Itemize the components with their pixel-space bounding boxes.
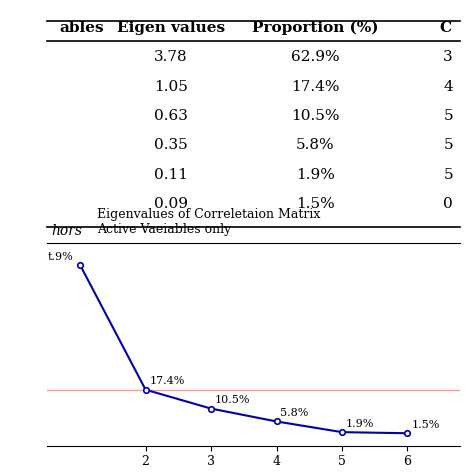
Text: 4: 4	[443, 80, 453, 93]
Text: 17.4%: 17.4%	[149, 376, 185, 386]
Text: 1.05: 1.05	[154, 80, 188, 93]
Text: 10.5%: 10.5%	[291, 109, 340, 123]
Text: 1.5%: 1.5%	[411, 420, 440, 430]
Text: ables: ables	[60, 21, 104, 35]
Text: 5: 5	[443, 168, 453, 182]
Text: 5: 5	[443, 138, 453, 152]
Text: 10.5%: 10.5%	[215, 395, 250, 405]
Text: 5: 5	[443, 109, 453, 123]
Text: Eigen values: Eigen values	[117, 21, 225, 35]
Text: 0.63: 0.63	[154, 109, 188, 123]
Text: 0.09: 0.09	[154, 197, 188, 211]
Text: 3.78: 3.78	[155, 50, 188, 64]
Text: 5.8%: 5.8%	[281, 408, 309, 418]
Text: 62.9%: 62.9%	[291, 50, 340, 64]
Text: Eigenvalues of Correletaion Matrix
Active Vaeiables only: Eigenvalues of Correletaion Matrix Activ…	[97, 208, 320, 236]
Text: hors: hors	[52, 224, 82, 238]
Text: 1.9%: 1.9%	[296, 168, 335, 182]
Text: 0.35: 0.35	[154, 138, 188, 152]
Text: C: C	[439, 21, 451, 35]
Text: 0.11: 0.11	[154, 168, 188, 182]
Text: t.9%: t.9%	[47, 252, 73, 262]
Text: 1.9%: 1.9%	[346, 419, 374, 429]
Text: 17.4%: 17.4%	[291, 80, 340, 93]
Text: Proportion (%): Proportion (%)	[252, 20, 379, 35]
Text: 1.5%: 1.5%	[296, 197, 335, 211]
Text: 3: 3	[443, 50, 453, 64]
Text: 0: 0	[443, 197, 453, 211]
Text: 5.8%: 5.8%	[296, 138, 335, 152]
